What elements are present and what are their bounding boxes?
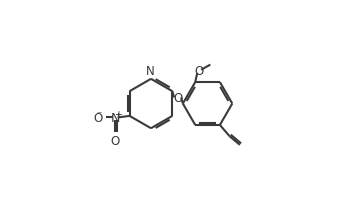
- Text: N: N: [146, 65, 155, 77]
- Text: O: O: [93, 111, 102, 124]
- Text: +: +: [114, 109, 122, 119]
- Text: O: O: [111, 135, 120, 147]
- Text: O: O: [195, 65, 204, 78]
- Text: ⁻: ⁻: [97, 110, 102, 120]
- Text: N: N: [111, 111, 120, 124]
- Text: O: O: [173, 91, 182, 104]
